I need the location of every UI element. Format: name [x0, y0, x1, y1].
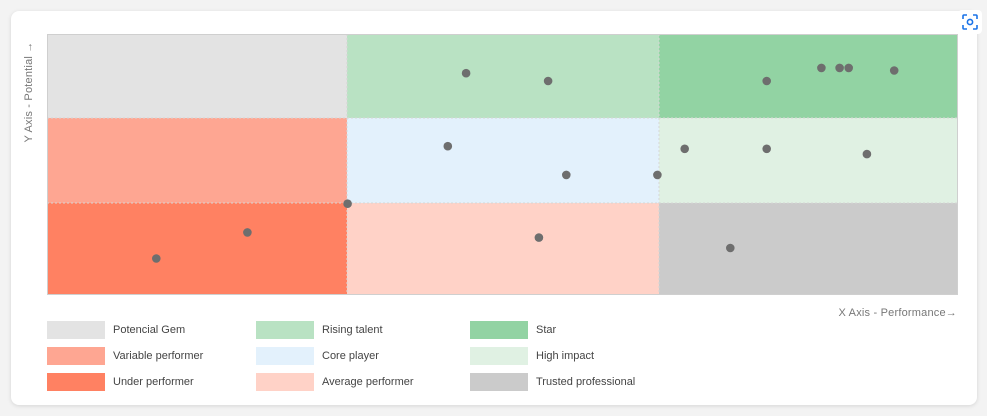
- legend-item[interactable]: Core player: [256, 346, 379, 366]
- legend-item[interactable]: Under performer: [47, 372, 194, 392]
- data-point[interactable]: [443, 141, 453, 151]
- data-point[interactable]: [862, 149, 872, 159]
- legend-swatch: [256, 347, 314, 365]
- data-point[interactable]: [343, 199, 352, 208]
- focus-scan-icon: [962, 14, 978, 30]
- quadrant-under-performer: [47, 203, 347, 295]
- legend-item[interactable]: Potencial Gem: [47, 320, 185, 340]
- data-point[interactable]: [762, 144, 771, 154]
- data-point[interactable]: [762, 76, 771, 86]
- legend-swatch: [256, 321, 314, 339]
- legend-label: Star: [536, 324, 557, 336]
- legend-label: Variable performer: [113, 350, 204, 362]
- legend-item[interactable]: High impact: [470, 346, 594, 366]
- data-point[interactable]: [817, 63, 826, 73]
- data-point[interactable]: [835, 63, 844, 73]
- legend-label: Potencial Gem: [113, 324, 186, 336]
- quadrant-trusted-professional: [659, 203, 958, 295]
- legend-item[interactable]: Rising talent: [256, 320, 383, 340]
- quadrant-plot: [47, 34, 958, 295]
- legend-item[interactable]: Star: [470, 320, 556, 340]
- legend-swatch: [256, 373, 314, 391]
- quadrant-average-performer: [347, 203, 659, 295]
- data-point[interactable]: [680, 144, 689, 154]
- legend-label: Rising talent: [322, 324, 383, 336]
- y-axis-label-text: Y Axis - Potential: [23, 55, 35, 143]
- legend-label: Average performer: [322, 376, 414, 388]
- legend-item[interactable]: Variable performer: [47, 346, 203, 366]
- data-point[interactable]: [534, 233, 544, 242]
- x-axis-label-text: X Axis - Performance: [838, 307, 946, 319]
- y-axis-label: Y Axis - Potential →: [23, 41, 35, 142]
- legend-swatch: [47, 321, 105, 339]
- data-point[interactable]: [243, 228, 252, 237]
- legend-swatch: [47, 347, 105, 365]
- x-axis-arrow: →: [945, 307, 957, 319]
- legend-label: Core player: [322, 350, 379, 362]
- legend-label: Under performer: [113, 376, 194, 388]
- legend-swatch: [470, 347, 528, 365]
- legend-swatch: [470, 321, 528, 339]
- legend-item[interactable]: Average performer: [256, 372, 414, 392]
- legend-item[interactable]: Trusted professional: [470, 372, 635, 392]
- data-point[interactable]: [653, 170, 662, 180]
- legend-label: Trusted professional: [536, 376, 636, 388]
- data-point[interactable]: [461, 68, 471, 78]
- quadrant-core-player: [347, 118, 659, 203]
- data-point[interactable]: [543, 76, 553, 86]
- legend-label: High impact: [536, 350, 595, 362]
- data-point[interactable]: [562, 170, 571, 180]
- data-point[interactable]: [844, 63, 853, 73]
- quadrant-variable-performer: [47, 118, 347, 203]
- quadrant-star: [659, 34, 958, 118]
- quadrant-high-impact: [659, 118, 958, 203]
- legend-swatch: [470, 373, 528, 391]
- data-point[interactable]: [889, 66, 899, 75]
- focus-mode-button[interactable]: [958, 10, 982, 34]
- data-point[interactable]: [152, 254, 161, 263]
- x-axis-label: X Axis - Performance→: [838, 307, 957, 319]
- y-axis-arrow: →: [23, 41, 35, 53]
- legend-swatch: [47, 373, 105, 391]
- plot-border: [47, 34, 958, 295]
- legend: Potencial Gem Rising talent Star Variable p…: [47, 320, 747, 392]
- quadrant-potencial-gem: [47, 34, 347, 118]
- data-point[interactable]: [726, 243, 735, 253]
- quadrant-rising-talent: [347, 34, 659, 118]
